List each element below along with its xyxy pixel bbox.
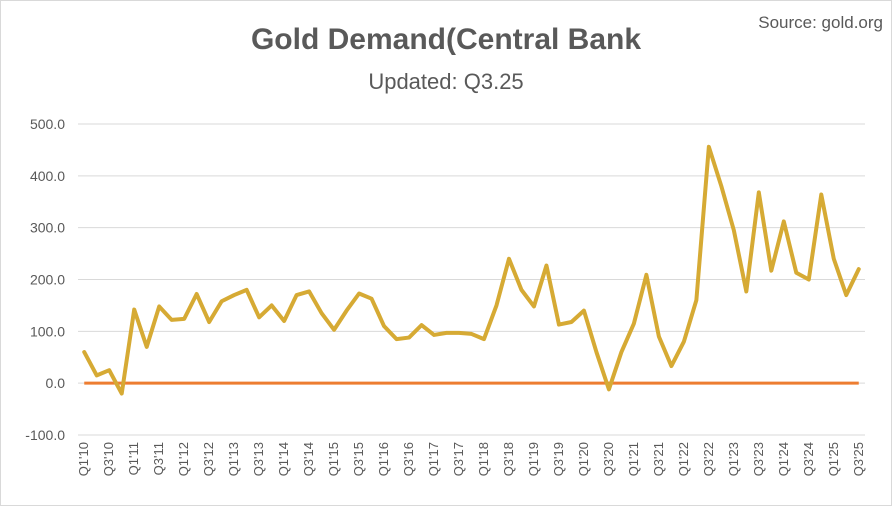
x-tick-label: Q1'19 xyxy=(526,442,541,476)
x-tick-label: Q1'20 xyxy=(576,442,591,476)
y-tick-label: 300.0 xyxy=(30,220,65,236)
x-tick-label: Q1'22 xyxy=(676,442,691,476)
x-tick-label: Q3'20 xyxy=(601,442,616,476)
x-tick-label: Q1'10 xyxy=(76,442,91,476)
x-tick-label: Q3'12 xyxy=(201,442,216,476)
y-tick-label: -100.0 xyxy=(25,427,65,443)
x-tick-label: Q3'22 xyxy=(701,442,716,476)
x-tick-label: Q1'11 xyxy=(126,442,141,475)
chart-subtitle: Updated: Q3.25 xyxy=(368,69,524,94)
x-tick-label: Q3'11 xyxy=(151,442,166,475)
x-tick-label: Q1'13 xyxy=(226,442,241,476)
x-tick-label: Q3'13 xyxy=(251,442,266,476)
x-tick-label: Q3'25 xyxy=(851,442,866,476)
x-tick-label: Q1'16 xyxy=(376,442,391,476)
x-tick-label: Q1'18 xyxy=(476,442,491,476)
x-tick-label: Q1'14 xyxy=(276,442,291,476)
x-tick-label: Q3'16 xyxy=(401,442,416,476)
chart-title: Gold Demand(Central Bank xyxy=(250,23,642,56)
x-tick-label: Q1'24 xyxy=(776,442,791,476)
x-tick-label: Q3'21 xyxy=(651,442,666,476)
x-tick-label: Q3'18 xyxy=(501,442,516,476)
y-tick-label: 400.0 xyxy=(30,168,65,184)
x-tick-label: Q1'17 xyxy=(426,442,441,476)
y-tick-label: 200.0 xyxy=(30,272,65,288)
x-tick-label: Q3'17 xyxy=(451,442,466,476)
x-tick-label: Q1'15 xyxy=(326,442,341,476)
y-tick-label: 100.0 xyxy=(30,323,65,339)
x-tick-label: Q3'15 xyxy=(351,442,366,476)
x-tick-label: Q3'10 xyxy=(101,442,116,476)
series-line-central-bank xyxy=(82,144,861,396)
x-tick-label: Q1'25 xyxy=(826,442,841,476)
x-tick-label: Q1'12 xyxy=(176,442,191,476)
x-tick-label: Q3'14 xyxy=(301,442,316,476)
x-tick-label: Q1'23 xyxy=(726,442,741,476)
y-tick-label: 0.0 xyxy=(46,375,66,391)
source-label: Source: gold.org xyxy=(758,13,883,32)
x-tick-label: Q1'21 xyxy=(626,442,641,476)
y-tick-label: 500.0 xyxy=(30,116,65,132)
x-tick-label: Q3'19 xyxy=(551,442,566,476)
x-tick-label: Q3'24 xyxy=(801,442,816,476)
x-tick-label: Q3'23 xyxy=(751,442,766,476)
